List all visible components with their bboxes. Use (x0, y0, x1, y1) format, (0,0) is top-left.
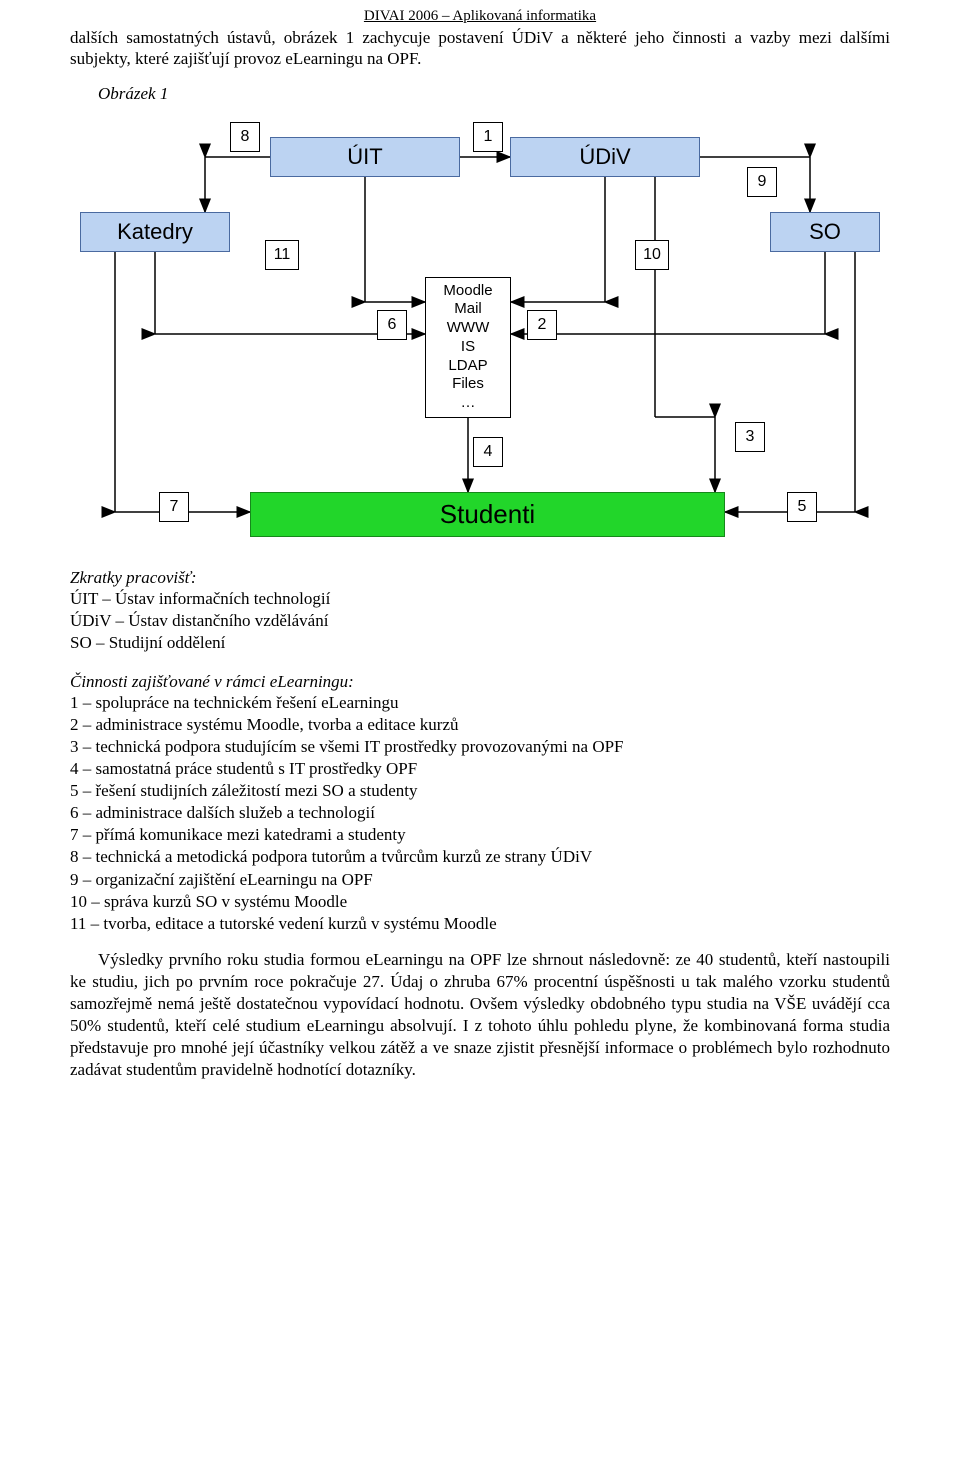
zkratky-item: ÚIT – Ústav informačních technologií (70, 588, 890, 610)
zkratky-title: Zkratky pracovišť: (70, 568, 890, 588)
cinnosti-item: 1 – spolupráce na technickém řešení eLea… (70, 692, 890, 714)
cinnosti-item: 2 – administrace systému Moodle, tvorba … (70, 714, 890, 736)
cinnosti-item: 4 – samostatná práce studentů s IT prost… (70, 758, 890, 780)
cinnosti-title: Činnosti zajišťované v rámci eLearningu: (70, 672, 890, 692)
num-2: 2 (527, 310, 557, 340)
figure-label: Obrázek 1 (70, 84, 890, 104)
num-8: 8 (230, 122, 260, 152)
cinnosti-item: 3 – technická podpora studujícím se všem… (70, 736, 890, 758)
cinnosti-item: 5 – řešení studijních záležitostí mezi S… (70, 780, 890, 802)
node-katedry: Katedry (80, 212, 230, 252)
num-3: 3 (735, 422, 765, 452)
num-1: 1 (473, 122, 503, 152)
num-4: 4 (473, 437, 503, 467)
num-5: 5 (787, 492, 817, 522)
num-7: 7 (159, 492, 189, 522)
node-services: Moodle Mail WWW IS LDAP Files … (425, 277, 511, 418)
mid-line: … (434, 394, 502, 413)
page-header: DIVAI 2006 – Aplikovaná informatika (0, 0, 960, 25)
intro-paragraph: dalších samostatných ústavů, obrázek 1 z… (70, 27, 890, 70)
cinnosti-item: 8 – technická a metodická podpora tutorů… (70, 846, 890, 868)
node-udiv: ÚDiV (510, 137, 700, 177)
node-so: SO (770, 212, 880, 252)
mid-line: Mail (434, 300, 502, 319)
mid-line: LDAP (434, 357, 502, 376)
cinnosti-item: 11 – tvorba, editace a tutorské vedení k… (70, 913, 890, 935)
page-content: dalších samostatných ústavů, obrázek 1 z… (0, 27, 960, 1101)
cinnosti-item: 6 – administrace dalších služeb a techno… (70, 802, 890, 824)
zkratky-item: SO – Studijní oddělení (70, 632, 890, 654)
mid-line: IS (434, 338, 502, 357)
node-studenti: Studenti (250, 492, 725, 537)
num-10: 10 (635, 240, 669, 270)
mid-line: Moodle (434, 282, 502, 301)
cinnosti-item: 9 – organizační zajištění eLearningu na … (70, 869, 890, 891)
mid-line: Files (434, 375, 502, 394)
zkratky-item: ÚDiV – Ústav distančního vzdělávání (70, 610, 890, 632)
diagram: ÚIT ÚDiV Katedry SO Moodle Mail WWW IS L… (75, 112, 885, 552)
num-11: 11 (265, 240, 299, 270)
num-6: 6 (377, 310, 407, 340)
node-uit: ÚIT (270, 137, 460, 177)
num-9: 9 (747, 167, 777, 197)
cinnosti-item: 7 – přímá komunikace mezi katedrami a st… (70, 824, 890, 846)
final-paragraph: Výsledky prvního roku studia formou eLea… (70, 949, 890, 1082)
mid-line: WWW (434, 319, 502, 338)
cinnosti-item: 10 – správa kurzů SO v systému Moodle (70, 891, 890, 913)
